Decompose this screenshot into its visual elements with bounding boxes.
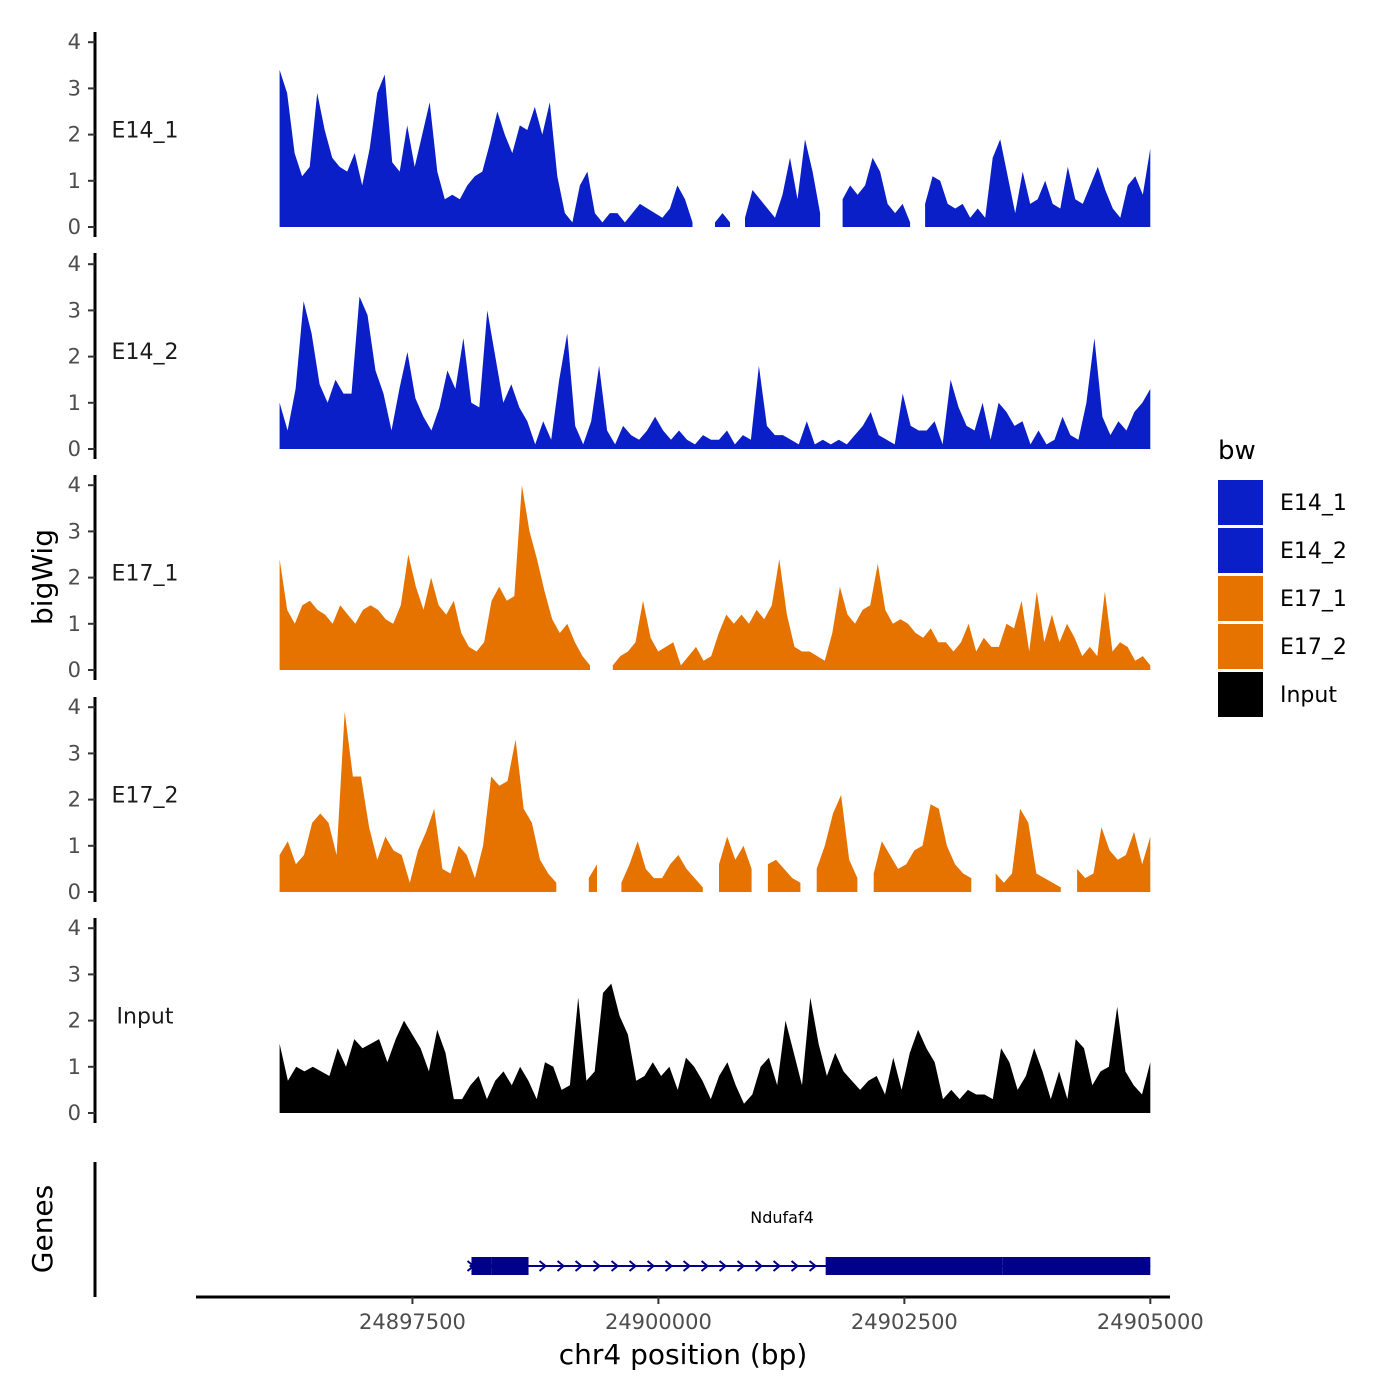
gene-name-label: Ndufaf4 (750, 1208, 814, 1227)
x-axis: 24897500 24900000 24902500 24905000 (196, 1295, 1204, 1334)
strand-arrow (628, 1260, 638, 1272)
strand-arrow (772, 1260, 782, 1272)
track-label: E14_1 (112, 119, 179, 144)
area-segment-e14-1 (715, 213, 730, 227)
y-axis-title: bigWig (26, 529, 59, 625)
area-segment-e17-1 (612, 559, 1151, 670)
y-tick-label: 4 (68, 473, 81, 497)
y-tick-label: 2 (68, 345, 81, 369)
y-tick-label: 3 (68, 76, 81, 100)
x-tick-label: 24905000 (1097, 1310, 1204, 1334)
genes-axis-title: Genes (26, 1185, 59, 1273)
area-segment-e14-1 (842, 157, 911, 227)
track-e14-2: 0 1 2 3 4 E14_2 (68, 252, 1151, 461)
track-label: Input (117, 1005, 174, 1030)
gene-exon (471, 1257, 492, 1275)
track-label: E14_2 (112, 340, 179, 365)
tracks-layer: 0 1 2 3 4 E14_1 0 1 2 3 4 E14_2 0 1 2 3 4 E17_1 0 1 2 3 4 E17_2… (68, 30, 1151, 1125)
x-axis-title: chr4 position (bp) (559, 1338, 808, 1371)
y-tick-label: 4 (68, 916, 81, 940)
track-input: 0 1 2 3 4 Input (68, 916, 1151, 1125)
gene-exon (825, 1257, 1003, 1275)
track-e14-1: 0 1 2 3 4 E14_1 (68, 30, 1151, 239)
legend-key-input (1218, 672, 1263, 717)
track-label: E17_2 (112, 784, 179, 809)
legend-label: Input (1280, 683, 1337, 708)
legend-key-e17-1 (1218, 576, 1263, 621)
y-tick-label: 2 (68, 123, 81, 147)
y-tick-label: 0 (68, 215, 81, 239)
strand-arrow (664, 1260, 674, 1272)
y-tick-label: 0 (68, 658, 81, 682)
gene-exon (491, 1257, 529, 1275)
area-segment-e17-2 (767, 859, 801, 892)
strand-arrow (736, 1260, 746, 1272)
y-tick-label: 1 (68, 834, 81, 858)
x-tick-label: 24902500 (851, 1310, 958, 1334)
area-segment-e17-2 (588, 864, 597, 892)
gene-exon (1002, 1257, 1151, 1275)
y-tick-label: 3 (68, 298, 81, 322)
legend-label: E17_1 (1280, 587, 1347, 612)
track-e17-1: 0 1 2 3 4 E17_1 (68, 473, 1151, 682)
y-tick-label: 3 (68, 962, 81, 986)
strand-arrow (754, 1260, 764, 1272)
y-tick-label: 3 (68, 519, 81, 543)
strand-arrow (556, 1260, 566, 1272)
legend-key-e14-1 (1218, 480, 1263, 525)
area-segment-e14-1 (279, 69, 693, 228)
area-segment-e14-1 (925, 139, 1151, 227)
legend-label: E14_2 (1280, 539, 1347, 564)
legend-label: E17_2 (1280, 635, 1347, 660)
strand-arrow (790, 1260, 800, 1272)
strand-arrow (538, 1260, 548, 1272)
strand-arrow (574, 1260, 584, 1272)
y-tick-label: 3 (68, 741, 81, 765)
y-tick-label: 0 (68, 1101, 81, 1125)
y-tick-label: 2 (68, 1009, 81, 1033)
strand-arrow (610, 1260, 620, 1272)
track-label: E17_1 (112, 562, 179, 587)
y-tick-label: 4 (68, 30, 81, 54)
area-segment-e17-2 (995, 808, 1061, 892)
strand-arrow (592, 1260, 602, 1272)
legend-key-e17-2 (1218, 624, 1263, 669)
y-tick-label: 2 (68, 566, 81, 590)
y-tick-label: 4 (68, 695, 81, 719)
strand-arrow (646, 1260, 656, 1272)
area-segment-e17-1 (279, 485, 590, 670)
y-tick-label: 0 (68, 437, 81, 461)
track-e17-2: 0 1 2 3 4 E17_2 (68, 695, 1151, 904)
y-tick-label: 1 (68, 391, 81, 415)
area-segment-e17-2 (873, 804, 972, 892)
y-tick-label: 2 (68, 788, 81, 812)
area-segment-e17-2 (719, 836, 752, 892)
area-segment-e17-2 (621, 841, 703, 892)
genes-layer: Ndufaf4 (93, 1162, 1151, 1297)
area-segment-input (279, 983, 1151, 1113)
y-tick-label: 0 (68, 880, 81, 904)
strand-arrow (718, 1260, 728, 1272)
strand-arrow (682, 1260, 692, 1272)
area-segment-e17-2 (279, 711, 557, 892)
x-tick-label: 24900000 (605, 1310, 712, 1334)
legend-label: E14_1 (1280, 491, 1347, 516)
y-tick-label: 4 (68, 252, 81, 276)
strand-arrow (700, 1260, 710, 1272)
legend: bw E14_1 E14_2 E17_1 E17_2 Input (1218, 436, 1347, 717)
legend-key-e14-2 (1218, 528, 1263, 573)
y-tick-label: 1 (68, 169, 81, 193)
y-tick-label: 1 (68, 612, 81, 636)
area-segment-e17-2 (1077, 827, 1151, 892)
area-segment-e14-1 (745, 139, 821, 227)
y-tick-label: 1 (68, 1055, 81, 1079)
area-segment-e14-2 (279, 296, 1151, 449)
area-segment-e17-2 (816, 795, 858, 892)
legend-title: bw (1218, 436, 1256, 466)
strand-arrow (808, 1260, 818, 1272)
x-tick-label: 24897500 (359, 1310, 466, 1334)
